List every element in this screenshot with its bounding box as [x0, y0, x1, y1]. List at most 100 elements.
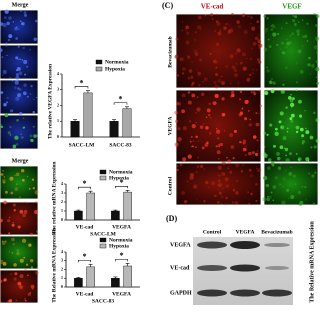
cell: [21, 59, 24, 61]
cell: [257, 168, 262, 173]
cell: [292, 174, 297, 178]
cell: [205, 180, 209, 185]
cell: [189, 140, 192, 143]
cell: [197, 156, 200, 159]
cell: [266, 133, 269, 136]
significance-label: *: [119, 95, 123, 104]
cell: [263, 145, 266, 148]
cell: [234, 69, 237, 72]
cell: [263, 175, 268, 181]
cell: [195, 135, 198, 139]
cell: [14, 187, 19, 191]
cell: [274, 131, 279, 137]
cell: [306, 40, 309, 42]
cell: [23, 256, 26, 259]
cell: [34, 200, 38, 204]
cell: [250, 47, 253, 50]
cell: [0, 232, 2, 236]
cell: [35, 96, 38, 99]
cell: [211, 181, 215, 186]
cell: [197, 71, 202, 76]
cell: [315, 118, 320, 123]
cell: [196, 198, 198, 200]
cell: [301, 186, 304, 188]
bar: [86, 266, 95, 288]
cell: [193, 184, 198, 189]
cell: [251, 151, 255, 155]
cell: [297, 190, 302, 195]
cell: [276, 152, 280, 156]
cell: [197, 140, 200, 142]
cell: [215, 127, 218, 130]
cell: [255, 199, 258, 203]
bar: [74, 278, 83, 288]
cell: [262, 197, 267, 202]
column-label: VEGF: [282, 3, 301, 11]
cell: [184, 29, 187, 32]
cell: [248, 151, 252, 156]
cell: [20, 133, 22, 136]
cell: [29, 93, 32, 95]
cell: [0, 279, 3, 283]
cell: [289, 98, 294, 103]
cell: [191, 60, 194, 64]
cell: [0, 218, 3, 223]
cell: [182, 157, 187, 162]
cell: [299, 201, 304, 206]
cell: [302, 35, 305, 38]
cell: [221, 81, 225, 85]
cell: [299, 69, 304, 74]
bar: [83, 92, 93, 138]
y-tick-label: 0: [57, 134, 59, 139]
cell: [295, 153, 298, 155]
row-label: Control: [167, 176, 173, 195]
cell: [15, 56, 19, 60]
cell: [282, 83, 285, 87]
cell: [22, 117, 25, 120]
cell: [267, 158, 272, 162]
row-label: VE-cad: [170, 265, 190, 271]
cell: [282, 51, 286, 55]
cell: [0, 91, 4, 94]
cell: [286, 127, 289, 130]
cell: [6, 101, 8, 104]
cell: [190, 136, 193, 139]
cell: [22, 126, 26, 129]
cell: [19, 285, 23, 289]
cell: [218, 174, 221, 177]
cell: [276, 156, 281, 161]
cell: [297, 157, 302, 162]
legend-swatch: [99, 169, 107, 175]
cell: [294, 183, 297, 185]
cell: [276, 43, 279, 47]
cell: [3, 200, 7, 205]
cell: [242, 164, 245, 167]
cell: [292, 14, 295, 17]
cell: [181, 93, 186, 98]
cell: [255, 152, 259, 156]
y-tick-label: 3: [57, 87, 59, 92]
cell: [4, 240, 7, 243]
cell: [287, 197, 290, 200]
cell: [258, 60, 262, 64]
cell: [297, 21, 300, 23]
cell: [24, 73, 27, 76]
legend-swatch: [99, 243, 107, 249]
cell: [248, 168, 252, 172]
cell: [199, 58, 203, 62]
cell: [292, 97, 295, 100]
cell: [12, 144, 17, 149]
micrograph: [263, 162, 319, 206]
cell: [176, 74, 180, 77]
cell: [233, 73, 239, 78]
cell: [284, 170, 287, 172]
cell: [281, 51, 285, 55]
cell: [283, 147, 286, 150]
cell: [12, 243, 15, 246]
cell: [199, 164, 204, 168]
cell: [263, 27, 266, 30]
cell: [211, 18, 214, 20]
cell: [192, 140, 195, 142]
cell: [215, 145, 218, 148]
cell: [27, 292, 32, 297]
